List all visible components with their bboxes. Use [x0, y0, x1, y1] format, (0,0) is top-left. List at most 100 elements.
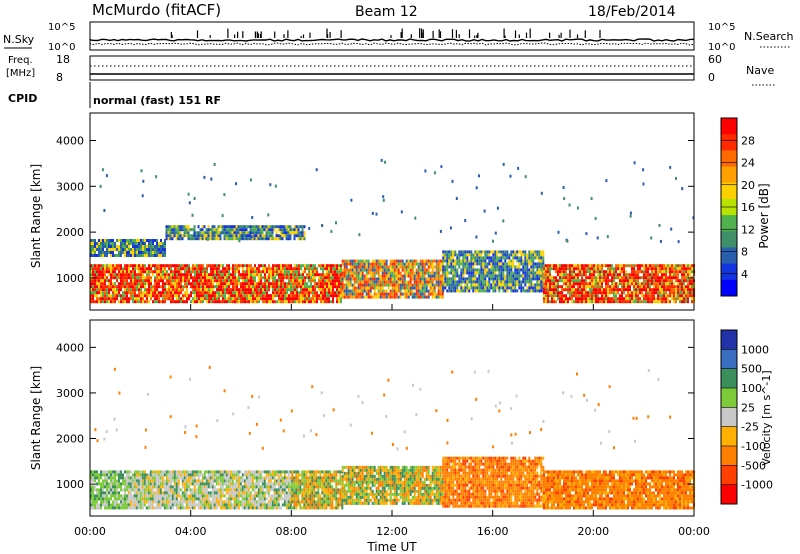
power-cell	[176, 264, 178, 268]
power-cell	[234, 270, 236, 274]
power-cell	[470, 256, 473, 260]
velocity-cell	[106, 488, 108, 492]
power-cell	[282, 291, 284, 295]
velocity-cell	[181, 506, 184, 510]
power-cell	[526, 259, 529, 263]
velocity-cell	[90, 485, 92, 489]
power-cell	[94, 300, 96, 304]
power-cell	[581, 279, 583, 283]
power-cell	[389, 277, 392, 281]
power-cell	[248, 291, 250, 295]
power-cell	[474, 280, 477, 284]
power-cell	[367, 277, 370, 281]
power-cell	[631, 294, 633, 298]
power-cell	[112, 285, 114, 289]
power-cell	[212, 285, 214, 289]
power-cell	[587, 300, 589, 304]
velocity-cell	[133, 476, 136, 480]
power-cell	[532, 250, 535, 254]
power-cell	[393, 286, 396, 290]
power-cell	[381, 277, 384, 281]
power-cell	[177, 237, 180, 241]
power-cell	[252, 267, 254, 271]
velocity-cell	[120, 506, 122, 510]
power-cell	[411, 259, 414, 263]
power-cell	[164, 251, 166, 254]
power-cell	[164, 291, 166, 295]
power-cell	[228, 291, 230, 295]
power-cell	[190, 282, 192, 286]
power-cell	[557, 294, 559, 298]
power-cell	[617, 276, 619, 280]
velocity-cell	[129, 479, 132, 483]
power-cell	[536, 277, 539, 281]
power-cell	[433, 259, 436, 263]
power-cell	[336, 267, 338, 271]
power-cell	[464, 253, 467, 257]
power-cell	[188, 201, 191, 205]
power-cell	[405, 280, 408, 284]
velocity-cell	[131, 494, 134, 498]
power-cell	[559, 264, 561, 268]
power-cell	[526, 274, 529, 278]
power-cell	[232, 279, 234, 283]
power-cell	[222, 276, 224, 280]
power-cell	[242, 276, 244, 280]
velocity-cell	[108, 488, 110, 492]
power-cell	[249, 237, 252, 241]
power-cell	[118, 285, 120, 289]
velocity-cell	[110, 476, 112, 480]
power-cell	[154, 276, 156, 280]
power-cell	[306, 294, 308, 298]
power-cell	[140, 248, 142, 251]
power-cell	[171, 225, 174, 229]
velocity-cell	[143, 494, 146, 498]
power-cell	[90, 267, 92, 271]
power-cell	[245, 225, 248, 229]
power-cell	[423, 265, 426, 269]
power-cell	[259, 234, 262, 238]
velocity-heatmap	[90, 365, 695, 510]
power-cell	[90, 270, 92, 274]
power-cell	[202, 294, 204, 298]
power-cell	[403, 283, 406, 287]
power-cell	[411, 274, 414, 278]
power-cell	[334, 282, 336, 286]
power-cell	[444, 271, 447, 275]
power-cell	[373, 286, 376, 290]
velocity-cell	[175, 506, 178, 510]
power-cell	[237, 225, 240, 229]
power-cell	[252, 288, 254, 292]
power-cell	[170, 297, 172, 301]
power-cell	[543, 291, 545, 295]
power-cell	[506, 265, 509, 269]
power-cell	[553, 288, 555, 292]
power-cell	[126, 291, 128, 295]
power-cell	[369, 289, 372, 293]
power-cell	[250, 267, 252, 271]
velocity-cell	[122, 497, 124, 501]
power-cell	[349, 292, 352, 296]
power-cell	[150, 276, 152, 280]
power-cell	[623, 264, 625, 268]
power-cell	[198, 291, 200, 295]
power-cell	[100, 239, 102, 242]
power-cell	[524, 175, 527, 179]
power-cell	[585, 270, 587, 274]
power-cell	[326, 270, 328, 274]
power-cell	[643, 270, 645, 274]
power-colorbar-cell	[721, 166, 737, 184]
power-cell	[166, 288, 168, 292]
power-cell	[642, 182, 645, 186]
velocity-cell	[159, 506, 162, 510]
power-cell	[464, 256, 467, 260]
power-cell	[128, 239, 130, 242]
power-cell	[661, 264, 663, 268]
velocity-cell	[143, 476, 146, 480]
power-cell	[596, 236, 599, 240]
power-cell	[238, 276, 240, 280]
power-cell	[677, 267, 679, 271]
power-cell	[122, 300, 124, 304]
power-cell	[458, 253, 461, 257]
power-cell	[383, 259, 386, 263]
